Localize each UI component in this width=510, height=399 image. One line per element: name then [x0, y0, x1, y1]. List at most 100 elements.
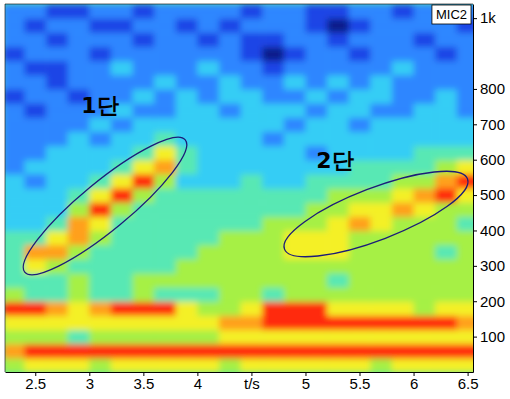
- heat-cell: [5, 301, 25, 316]
- heat-cell: [111, 117, 133, 132]
- heat-cell: [305, 315, 327, 330]
- heat-cell: [241, 131, 263, 146]
- heat-cell: [435, 146, 457, 161]
- heat-cell: [5, 117, 25, 132]
- heat-cell: [370, 315, 392, 330]
- heat-cell: [68, 259, 90, 274]
- heat-cell: [89, 146, 111, 161]
- heat-cell: [414, 188, 436, 203]
- y-tick-label: 700: [480, 116, 505, 133]
- heat-cell: [133, 89, 155, 104]
- y-tick-label: 1k: [480, 9, 496, 26]
- heat-cell: [349, 131, 371, 146]
- heat-cell: [24, 202, 46, 217]
- heat-cell: [262, 32, 284, 47]
- heat-cell: [262, 216, 284, 231]
- heat-cell: [5, 103, 25, 118]
- frame-top: [5, 4, 473, 5]
- heat-cell: [370, 344, 392, 359]
- heat-cell: [68, 344, 90, 359]
- heat-cell: [370, 89, 392, 104]
- heat-cell: [327, 61, 349, 76]
- heat-cell: [305, 32, 327, 47]
- heat-cell: [111, 273, 133, 288]
- heat-cell: [111, 46, 133, 61]
- y-tick-label: 300: [480, 257, 505, 274]
- heat-cell: [219, 61, 241, 76]
- heat-cell: [284, 131, 306, 146]
- heat-cell: [133, 61, 155, 76]
- heat-cell: [46, 188, 68, 203]
- y-axis: 1002003004005006007008001k: [473, 5, 505, 373]
- heat-cell: [89, 245, 111, 260]
- heat-cell: [46, 358, 68, 372]
- heat-cell: [133, 131, 155, 146]
- heat-cell: [24, 103, 46, 118]
- heat-cell: [262, 61, 284, 76]
- heat-cell: [349, 46, 371, 61]
- heat-cell: [241, 287, 263, 302]
- heat-cell: [392, 160, 414, 175]
- x-tick: 5.5: [350, 372, 371, 392]
- heat-cell: [68, 287, 90, 302]
- heat-cell: [89, 273, 111, 288]
- heat-cell: [305, 61, 327, 76]
- heat-cell: [262, 188, 284, 203]
- heat-cell: [414, 245, 436, 260]
- heat-cell: [89, 259, 111, 274]
- heat-cell: [457, 89, 473, 104]
- heat-cell: [133, 358, 155, 372]
- heat-cell: [370, 301, 392, 316]
- heat-cell: [176, 117, 198, 132]
- heat-cell: [370, 61, 392, 76]
- heat-cell: [89, 301, 111, 316]
- heat-cell: [197, 146, 219, 161]
- heat-cell: [241, 273, 263, 288]
- heat-cell: [457, 344, 473, 359]
- heat-cell: [176, 160, 198, 175]
- heat-cell: [305, 287, 327, 302]
- heat-cell: [349, 358, 371, 372]
- heat-cell: [219, 103, 241, 118]
- heat-cell: [262, 75, 284, 90]
- heat-cell: [68, 245, 90, 260]
- heat-cell: [176, 61, 198, 76]
- heat-cell: [284, 46, 306, 61]
- heat-cell: [176, 315, 198, 330]
- heat-cell: [5, 131, 25, 146]
- heat-cell: [197, 202, 219, 217]
- heat-cell: [154, 358, 176, 372]
- heat-cell: [111, 188, 133, 203]
- heat-cell: [435, 344, 457, 359]
- heat-cell: [176, 18, 198, 33]
- heat-cell: [89, 131, 111, 146]
- heat-cell: [392, 146, 414, 161]
- heat-cell: [457, 131, 473, 146]
- heat-cell: [284, 188, 306, 203]
- heat-cell: [349, 117, 371, 132]
- y-tick: 1k: [473, 9, 496, 26]
- heat-cell: [370, 146, 392, 161]
- heat-cell: [5, 188, 25, 203]
- heat-cell: [197, 216, 219, 231]
- heat-cell: [327, 259, 349, 274]
- heat-cell: [68, 301, 90, 316]
- heat-cell: [349, 273, 371, 288]
- heat-cell: [133, 174, 155, 189]
- y-tick: 700: [473, 116, 505, 133]
- heat-cell: [176, 174, 198, 189]
- heat-cell: [5, 315, 25, 330]
- x-tick-label: 3: [86, 375, 94, 392]
- heat-cell: [197, 18, 219, 33]
- heat-cell: [392, 358, 414, 372]
- heat-cell: [68, 230, 90, 245]
- y-tick-label: 500: [480, 186, 505, 203]
- heat-cell: [5, 4, 25, 19]
- heat-cell: [457, 75, 473, 90]
- heat-cell: [305, 344, 327, 359]
- heat-cell: [219, 117, 241, 132]
- heat-cell: [176, 259, 198, 274]
- heat-cell: [133, 344, 155, 359]
- heat-cell: [219, 174, 241, 189]
- heat-cell: [46, 89, 68, 104]
